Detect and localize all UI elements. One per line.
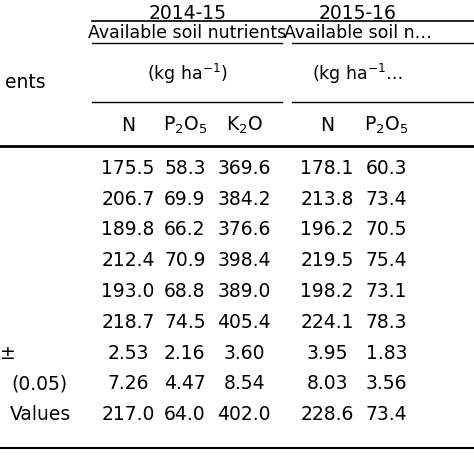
Text: 2.53: 2.53 [107,344,149,363]
Text: 376.6: 376.6 [218,220,271,239]
Text: 66.2: 66.2 [164,220,206,239]
Text: 60.3: 60.3 [365,159,407,178]
Text: 2.16: 2.16 [164,344,206,363]
Text: 175.5: 175.5 [101,159,155,178]
Text: K$_2$O: K$_2$O [226,115,263,136]
Text: 178.1: 178.1 [301,159,354,178]
Text: 398.4: 398.4 [218,251,271,270]
Text: 8.03: 8.03 [306,374,348,393]
Text: 70.5: 70.5 [365,220,407,239]
Text: 212.4: 212.4 [101,251,155,270]
Text: 70.9: 70.9 [164,251,206,270]
Text: 69.9: 69.9 [164,190,206,209]
Text: 3.95: 3.95 [306,344,348,363]
Text: 73.4: 73.4 [365,190,407,209]
Text: (0.05): (0.05) [12,374,68,393]
Text: 384.2: 384.2 [218,190,271,209]
Text: 74.5: 74.5 [164,313,206,332]
Text: 218.7: 218.7 [101,313,155,332]
Text: 78.3: 78.3 [365,313,407,332]
Text: 224.1: 224.1 [301,313,354,332]
Text: 228.6: 228.6 [301,405,354,424]
Text: 196.2: 196.2 [301,220,354,239]
Text: 68.8: 68.8 [164,282,206,301]
Text: 3.60: 3.60 [223,344,265,363]
Text: 206.7: 206.7 [101,190,155,209]
Text: 4.47: 4.47 [164,374,206,393]
Text: (kg ha$^{-1}$…: (kg ha$^{-1}$… [312,62,403,85]
Text: 75.4: 75.4 [365,251,407,270]
Text: 1.83: 1.83 [365,344,407,363]
Text: 389.0: 389.0 [218,282,271,301]
Text: 8.54: 8.54 [223,374,265,393]
Text: 402.0: 402.0 [218,405,271,424]
Text: 189.8: 189.8 [101,220,155,239]
Text: 2014-15: 2014-15 [148,4,226,23]
Text: 369.6: 369.6 [218,159,271,178]
Text: 58.3: 58.3 [164,159,206,178]
Text: 217.0: 217.0 [101,405,155,424]
Text: 198.2: 198.2 [301,282,354,301]
Text: N: N [320,116,334,135]
Text: Available soil n…: Available soil n… [284,24,432,42]
Text: 73.1: 73.1 [365,282,407,301]
Text: Available soil nutrients: Available soil nutrients [88,24,286,42]
Text: 7.26: 7.26 [107,374,149,393]
Text: 3.56: 3.56 [365,374,407,393]
Text: ents: ents [5,73,46,92]
Text: 213.8: 213.8 [301,190,354,209]
Text: ±: ± [0,344,16,363]
Text: 73.4: 73.4 [365,405,407,424]
Text: (kg ha$^{-1}$): (kg ha$^{-1}$) [147,62,228,85]
Text: 2015-16: 2015-16 [319,4,397,23]
Text: P$_2$O$_5$: P$_2$O$_5$ [163,115,207,136]
Text: 219.5: 219.5 [301,251,354,270]
Text: 193.0: 193.0 [101,282,155,301]
Text: N: N [121,116,135,135]
Text: P$_2$O$_5$: P$_2$O$_5$ [364,115,409,136]
Text: 64.0: 64.0 [164,405,206,424]
Text: Values: Values [9,405,71,424]
Text: 405.4: 405.4 [217,313,271,332]
